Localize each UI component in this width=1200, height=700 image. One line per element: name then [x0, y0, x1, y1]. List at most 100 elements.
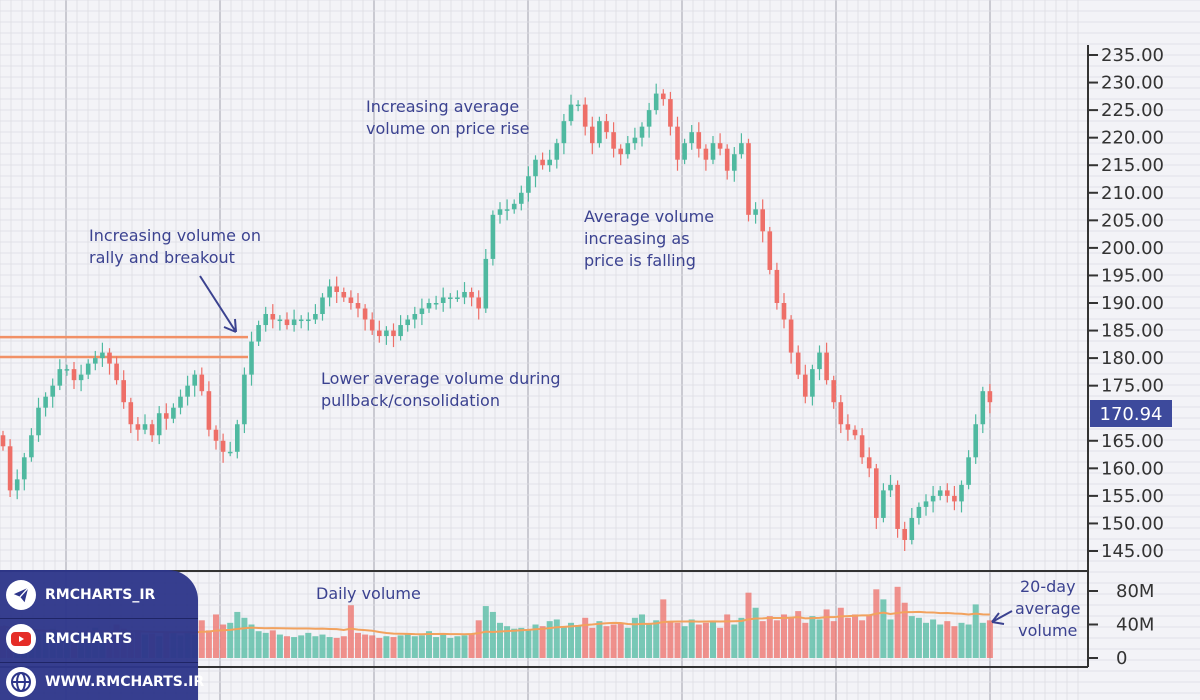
volume-bar	[788, 617, 795, 658]
candle-body	[22, 457, 27, 480]
candle-body	[334, 286, 339, 292]
candle-body	[788, 319, 794, 353]
volume-bar	[624, 627, 631, 658]
candle-body	[128, 402, 134, 425]
volume-bar	[518, 627, 525, 658]
candle-body	[838, 402, 844, 425]
volume-axis: 80M 40M 0	[1088, 581, 1154, 669]
annotation-daily-volume: Daily volume	[316, 584, 421, 603]
candle-body	[483, 258, 489, 309]
volume-bar	[745, 592, 752, 658]
candle-body	[668, 99, 673, 127]
youtube-link[interactable]: RMCHARTS	[6, 624, 132, 654]
price-tick-label: 230.00	[1101, 73, 1164, 94]
volume-bar	[667, 621, 674, 658]
candle-body	[156, 413, 162, 436]
candle-body	[888, 484, 893, 491]
price-tick-label: 215.00	[1101, 155, 1164, 176]
candle-body	[306, 319, 311, 322]
price-tick-label: 185.00	[1101, 321, 1164, 342]
volume-tick-label: 40M	[1116, 615, 1154, 636]
volume-bar	[305, 632, 312, 658]
volume-bar	[340, 636, 347, 658]
candle-body	[171, 407, 176, 419]
candle-body	[746, 143, 751, 215]
candle-body	[185, 385, 190, 397]
price-tick-label: 160.00	[1101, 458, 1164, 479]
candle-body	[767, 231, 773, 270]
candle-body	[646, 110, 652, 127]
volume-bar	[390, 637, 397, 658]
candle-body	[71, 369, 77, 381]
candle-body	[64, 369, 70, 371]
volume-bar	[915, 617, 922, 658]
volume-bar	[866, 614, 873, 658]
candle-body	[114, 363, 119, 381]
candle-body	[937, 490, 943, 496]
candle-body	[724, 148, 730, 171]
candle-body	[426, 303, 432, 309]
candle-body	[469, 291, 474, 298]
candle-body	[966, 457, 971, 485]
volume-bar	[617, 622, 624, 658]
candle-body	[703, 148, 709, 160]
candle-body	[149, 424, 155, 436]
candle-body	[590, 126, 595, 144]
candle-body	[909, 517, 915, 540]
channel-badge: RMCHARTS_IR RMCHARTS WWW.RMCHARTS.IR	[0, 570, 204, 700]
candle-body	[263, 314, 268, 326]
volume-bar	[241, 617, 248, 658]
volume-bar	[930, 619, 937, 658]
price-tick-label: 200.00	[1101, 238, 1164, 259]
volume-bar	[347, 605, 354, 658]
candle-body	[50, 385, 55, 397]
candle-body	[810, 369, 815, 397]
volume-bar	[418, 635, 425, 658]
candle-body	[625, 143, 631, 155]
candle-body	[710, 143, 716, 160]
candle-body	[781, 303, 787, 320]
candle-body	[57, 369, 63, 386]
volume-bar	[227, 622, 234, 658]
candle-body	[235, 424, 240, 452]
volume-bar	[589, 627, 596, 658]
resistance-lines	[0, 335, 248, 359]
price-tick-label: 145.00	[1101, 541, 1164, 562]
youtube-icon	[6, 624, 36, 654]
volume-bar	[383, 636, 390, 658]
volume-bar	[376, 637, 383, 658]
volume-bar	[937, 624, 944, 658]
candle-body	[675, 126, 680, 160]
volume-bar	[894, 586, 901, 658]
volume-bar	[965, 624, 972, 658]
volume-bar	[198, 620, 205, 658]
volume-bar	[461, 635, 468, 658]
volume-bar	[958, 622, 965, 658]
candle-body	[774, 269, 780, 303]
volume-bar	[532, 624, 539, 658]
volume-bar	[312, 636, 319, 658]
volume-bar	[702, 622, 709, 658]
candle-body	[398, 325, 403, 337]
website-link[interactable]: WWW.RMCHARTS.IR	[6, 667, 204, 697]
candle-body	[362, 308, 368, 320]
last-price-box	[1090, 400, 1172, 427]
candle-body	[874, 468, 879, 518]
volume-bar	[319, 634, 326, 658]
volume-bar	[823, 609, 830, 658]
price-tick-label: 220.00	[1101, 128, 1164, 149]
candle-body	[540, 159, 545, 166]
volume-bar	[454, 636, 461, 658]
candle-body	[313, 314, 318, 320]
candle-body	[739, 143, 744, 155]
candle-body	[526, 176, 531, 193]
volume-bar	[901, 602, 908, 658]
volume-bar	[781, 614, 787, 658]
candle-body	[753, 209, 758, 215]
price-tick-label: 225.00	[1101, 100, 1164, 121]
candle-body	[973, 424, 978, 458]
candle-body	[405, 319, 410, 326]
volume-bar	[944, 621, 951, 658]
volume-bar	[596, 621, 603, 658]
telegram-link[interactable]: RMCHARTS_IR	[6, 580, 155, 610]
